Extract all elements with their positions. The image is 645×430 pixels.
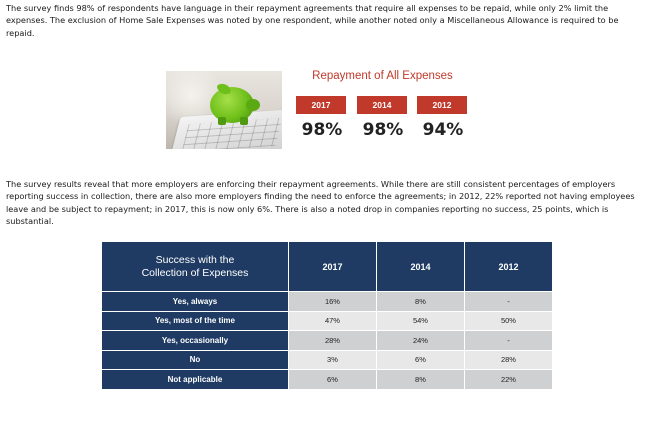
table-cell: 47% bbox=[287, 310, 377, 331]
table-header-2017: 2017 bbox=[287, 241, 377, 292]
table-cell: 3% bbox=[287, 349, 377, 370]
table-cell: 16% bbox=[287, 291, 377, 312]
row-label-yes-most: Yes, most of the time bbox=[101, 310, 289, 331]
repayment-title: Repayment of All Expenses bbox=[312, 70, 453, 82]
table-header-label: Success with the Collection of Expenses bbox=[101, 241, 289, 292]
row-label-yes-always: Yes, always bbox=[101, 291, 289, 312]
table-cell: - bbox=[463, 330, 554, 351]
table-header-2014: 2014 bbox=[375, 241, 465, 292]
table-row: Yes, most of the time 47% 54% 50% bbox=[101, 310, 554, 331]
table-cell: 8% bbox=[375, 369, 465, 390]
results-paragraph: The survey results reveal that more empl… bbox=[6, 179, 635, 227]
repayment-year-2012: 2012 bbox=[417, 96, 467, 114]
table-cell: 6% bbox=[375, 349, 465, 370]
table-cell: 54% bbox=[375, 310, 465, 331]
table-cell: 8% bbox=[375, 291, 465, 312]
table-cell: 28% bbox=[287, 330, 377, 351]
repayment-pct-2014: 98% bbox=[362, 120, 404, 140]
table-header-row: Success with the Collection of Expenses … bbox=[101, 241, 554, 292]
table-cell: 28% bbox=[463, 349, 554, 370]
table-cell: 6% bbox=[287, 369, 377, 390]
table-cell: - bbox=[463, 291, 554, 312]
repayment-pct-2012: 94% bbox=[422, 120, 464, 140]
table-cell: 24% bbox=[375, 330, 465, 351]
table-row: No 3% 6% 28% bbox=[101, 349, 554, 370]
row-label-no: No bbox=[101, 349, 289, 370]
repayment-year-2014: 2014 bbox=[357, 96, 407, 114]
intro-paragraph: The survey finds 98% of respondents have… bbox=[6, 3, 619, 38]
table-header-line2: Collection of Expenses bbox=[141, 266, 249, 279]
repayment-pct-2017: 98% bbox=[301, 120, 343, 140]
table-header-line1: Success with the bbox=[155, 253, 235, 266]
table-row: Yes, always 16% 8% - bbox=[101, 291, 554, 312]
table-row: Yes, occasionally 28% 24% - bbox=[101, 330, 554, 351]
piggy-bank-calculator-image bbox=[166, 71, 282, 149]
table-row: Not applicable 6% 8% 22% bbox=[101, 369, 554, 390]
repayment-year-2017: 2017 bbox=[296, 96, 346, 114]
table-cell: 50% bbox=[463, 310, 554, 331]
row-label-not-applicable: Not applicable bbox=[101, 369, 289, 390]
row-label-yes-occasionally: Yes, occasionally bbox=[101, 330, 289, 351]
table-header-2012: 2012 bbox=[463, 241, 554, 292]
table-cell: 22% bbox=[463, 369, 554, 390]
collection-success-table: Success with the Collection of Expenses … bbox=[101, 241, 554, 390]
